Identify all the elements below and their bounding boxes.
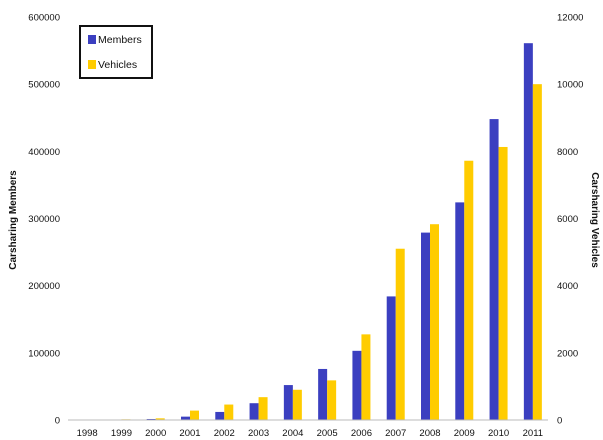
bar-members: [523, 43, 533, 420]
bar-vehicles: [190, 410, 199, 420]
y-tick-label-right: 0: [557, 416, 562, 427]
bar-members: [489, 119, 499, 421]
bar-members: [352, 350, 362, 420]
bar-vehicles: [258, 397, 268, 420]
legend: Members Vehicles: [79, 25, 153, 79]
x-tick-label: 2008: [419, 428, 440, 439]
x-tick-label: 2006: [351, 428, 372, 439]
bar-members: [249, 403, 259, 420]
bar-members: [146, 418, 156, 420]
x-tick-label: 2010: [488, 428, 509, 439]
y-tick-label-left: 400000: [28, 147, 60, 158]
x-tick-label: 2005: [317, 428, 338, 439]
y-tick-label-right: 2000: [557, 348, 578, 359]
bar-members: [455, 202, 465, 420]
bar-vehicles: [464, 160, 474, 420]
x-tick-label: 2003: [248, 428, 269, 439]
bar-members: [421, 232, 430, 420]
bars: [112, 43, 542, 421]
bar-vehicles: [155, 418, 165, 420]
bar-members: [181, 416, 190, 420]
x-tick-label: 1998: [77, 428, 98, 439]
x-tick-label: 2009: [454, 428, 475, 439]
bar-members: [318, 368, 328, 420]
x-tick-label: 2002: [214, 428, 235, 439]
y-tick-label-right: 6000: [557, 214, 578, 225]
y-axis-title-left: Carsharing Members: [8, 170, 19, 270]
bar-vehicles: [224, 404, 234, 420]
x-tick-label: 2001: [179, 428, 200, 439]
bar-members: [283, 385, 293, 420]
y-tick-label-left: 100000: [28, 348, 60, 359]
y-tick-label-right: 8000: [557, 147, 578, 158]
bar-vehicles: [395, 248, 405, 420]
bar-vehicles: [498, 146, 508, 420]
y-tick-label-right: 4000: [557, 281, 578, 292]
y-tick-label-left: 200000: [28, 281, 60, 292]
legend-swatch-vehicles: [88, 60, 96, 69]
legend-label-vehicles: Vehicles: [98, 59, 137, 71]
right-axis-ticks: 0 2000 4000 6000 8000 10000 12000: [557, 13, 583, 427]
y-tick-label-right: 10000: [557, 80, 583, 91]
legend-label-members: Members: [98, 34, 142, 46]
y-axis-title-right: Carsharing Vehicles: [589, 172, 600, 268]
x-axis-ticks: 1998 1999 2000 2001 2002 2003 2004 2005 2006 2007…: [77, 428, 544, 439]
y-tick-label-left: 600000: [28, 13, 60, 24]
x-tick-label: 2007: [385, 428, 406, 439]
bar-vehicles: [430, 224, 439, 420]
bar-vehicles: [361, 334, 371, 420]
y-tick-label-left: 0: [55, 416, 60, 427]
x-tick-label: 2011: [523, 428, 543, 439]
y-tick-label-left: 500000: [28, 80, 60, 91]
bar-members: [215, 411, 225, 420]
y-tick-label-left: 300000: [28, 214, 60, 225]
x-tick-label: 2004: [282, 428, 303, 439]
x-tick-label: 1999: [111, 428, 132, 439]
left-axis-ticks: 0 100000 200000 300000 400000 500000 600000: [28, 13, 60, 427]
legend-box: [79, 25, 153, 79]
y-tick-label-right: 12000: [557, 13, 583, 24]
legend-swatch-members: [88, 35, 96, 44]
bar-vehicles: [327, 380, 337, 420]
bar-members: [386, 296, 396, 420]
x-tick-label: 2000: [145, 428, 166, 439]
bar-vehicles: [292, 389, 302, 420]
bar-vehicles: [532, 84, 542, 421]
